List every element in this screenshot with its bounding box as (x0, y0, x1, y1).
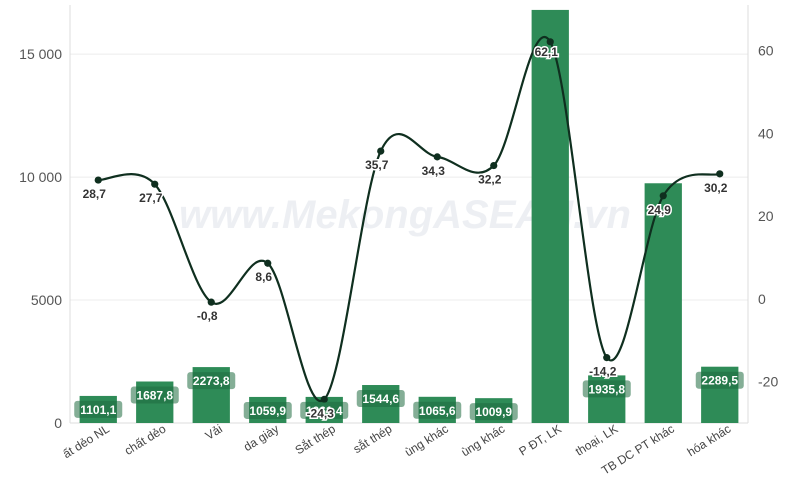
bar-data-label: 1061,4 (306, 404, 343, 418)
category-label: Vải (203, 422, 225, 443)
bar-10 (644, 183, 682, 423)
bar-label-bg-3 (243, 401, 292, 419)
right-tick-label: 40 (758, 125, 774, 141)
bar-label-bg-0 (74, 400, 123, 418)
bar-label-bg-1 (130, 386, 179, 404)
bar-data-label: 1101,1 (80, 403, 116, 417)
right-tick-label: 20 (758, 208, 774, 224)
category-label: ùng khác (459, 422, 508, 460)
bar-label-bg-5 (356, 390, 405, 408)
line-point-3 (264, 259, 272, 267)
bar-data-label: 1544,6 (362, 392, 399, 406)
bar-data-label: 1687,8 (136, 388, 173, 402)
right-tick-label: 60 (758, 43, 774, 59)
line-point-0 (94, 176, 102, 184)
category-label: Sắt thép (292, 421, 338, 458)
bar-label-bg-6 (413, 401, 462, 419)
bar-data-label: 1059,9 (249, 404, 286, 418)
line-point-4 (320, 395, 328, 404)
line-point-8 (546, 38, 554, 46)
line-point-11 (716, 170, 724, 178)
line-point-6 (433, 153, 441, 161)
category-label: chất dẻo (122, 422, 169, 458)
line-data-label: 62,1 (535, 45, 559, 59)
bar-data-label: 2273,8 (193, 374, 230, 388)
bar-data-label: 1009,9 (475, 405, 512, 419)
line-point-2 (207, 298, 215, 306)
line-data-label: 8,6 (255, 270, 272, 284)
bar-data-label: 1065,6 (419, 404, 456, 418)
right-tick-label: 0 (758, 291, 766, 307)
line-data-label: 30,2 (704, 181, 728, 195)
category-label: ất dẻo NL (60, 422, 112, 462)
line-data-label: -24,3 (307, 406, 335, 420)
category-label: da giày (241, 422, 281, 454)
bar-label-bg-7 (469, 403, 518, 421)
line-data-label: 35,7 (365, 158, 389, 172)
bar-data-label: 1935,8 (588, 382, 625, 396)
category-label: hóa khác (685, 422, 734, 460)
line-point-5 (377, 147, 385, 155)
line-point-9 (603, 354, 611, 362)
bar-label-bg-2 (187, 372, 236, 390)
bar-data-label: 2289,5 (701, 374, 738, 388)
category-label: thoại, LK (573, 422, 621, 459)
line-point-1 (151, 180, 159, 188)
left-tick-label: 15 000 (19, 46, 62, 62)
category-label: P ĐT, LK (516, 422, 563, 459)
line-point-10 (659, 192, 667, 200)
line-data-label: 24,9 (648, 203, 672, 217)
line-data-label: 34,3 (422, 164, 446, 178)
left-tick-label: 10 000 (19, 169, 62, 185)
left-tick-label: 0 (54, 415, 62, 431)
bar-label-bg-11 (695, 371, 744, 389)
bar-label-bg-9 (582, 380, 631, 398)
line-data-label: 27,7 (139, 191, 163, 205)
right-tick-label: -20 (758, 374, 778, 390)
category-label: sắt thép (350, 421, 394, 457)
line-data-label: -14,2 (589, 365, 617, 379)
bar-label-bg-4 (300, 401, 349, 419)
line-data-label: 32,2 (478, 173, 502, 187)
line-data-label: -0,8 (197, 309, 218, 323)
line-point-7 (490, 161, 498, 170)
left-tick-label: 5000 (31, 292, 62, 308)
line-data-label: 28,7 (83, 187, 107, 201)
category-label: ùng khác (402, 422, 451, 460)
bar-8 (531, 9, 569, 424)
